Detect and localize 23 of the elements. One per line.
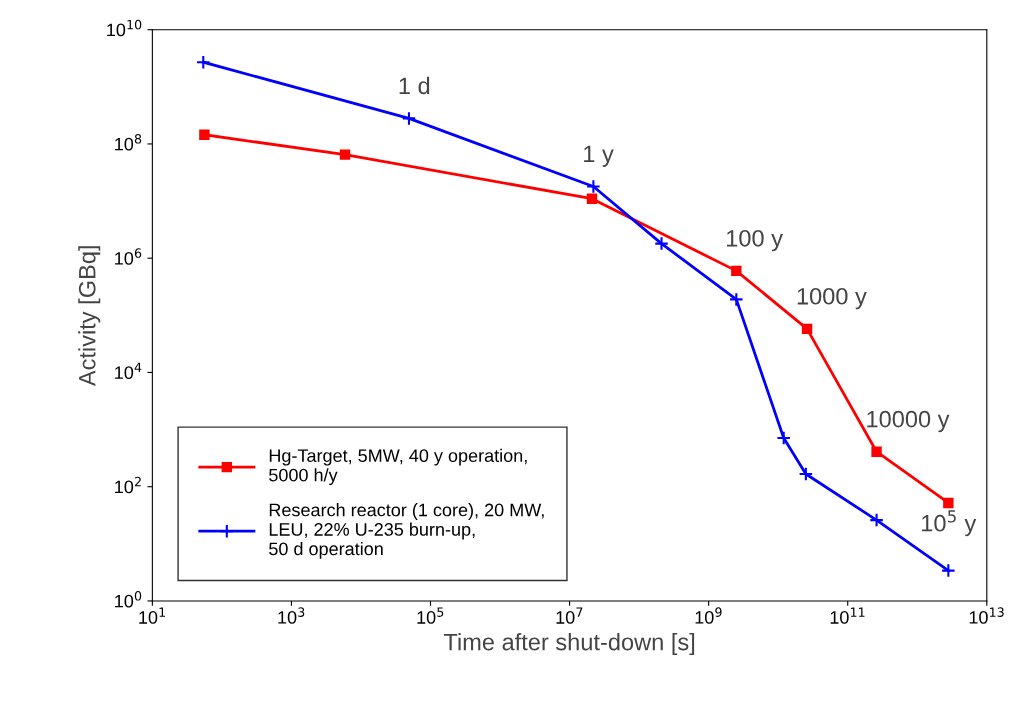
x-axis-title: Time after shut-down [s] bbox=[443, 633, 695, 656]
annotation: 10000 y bbox=[867, 410, 950, 433]
y-tick-label: 10$^{10}$ bbox=[107, 19, 142, 37]
x-tick-label: 10$^{3}$ bbox=[278, 607, 305, 624]
annotation: 1 y bbox=[584, 145, 614, 167]
legend-label: Hg-Target, 5MW, 40 y operation, 5000 h/y bbox=[269, 448, 527, 486]
annotation: 1000 y bbox=[797, 287, 867, 310]
x-tick-label: 10$^{11}$ bbox=[830, 607, 865, 624]
annotation: 10$^{5}$ y bbox=[922, 510, 977, 537]
y-axis-title: Activity [GBq] bbox=[78, 246, 101, 387]
x-tick-label: 10$^{9}$ bbox=[695, 607, 722, 624]
y-tick-label: 10$^{4}$ bbox=[115, 362, 142, 380]
x-tick-label: 10$^{7}$ bbox=[556, 607, 583, 624]
y-tick-label: 10$^{6}$ bbox=[115, 248, 142, 265]
legend-label: Research reactor (1 core), 20 MW, LEU, 22% U-235 burn-up, 50 d operation bbox=[269, 503, 544, 559]
y-tick-label: 10$^{0}$ bbox=[115, 591, 142, 608]
x-tick-label: 10$^{5}$ bbox=[417, 607, 444, 624]
annotation: 100 y bbox=[727, 229, 783, 252]
y-tick-label: 10$^{8}$ bbox=[115, 134, 142, 151]
annotation: 1 d bbox=[399, 76, 430, 95]
y-tick-label: 10$^{2}$ bbox=[115, 476, 141, 494]
x-tick-label: 10$^{13}$ bbox=[969, 607, 1004, 624]
x-tick-label: 10$^{1}$ bbox=[139, 607, 166, 624]
